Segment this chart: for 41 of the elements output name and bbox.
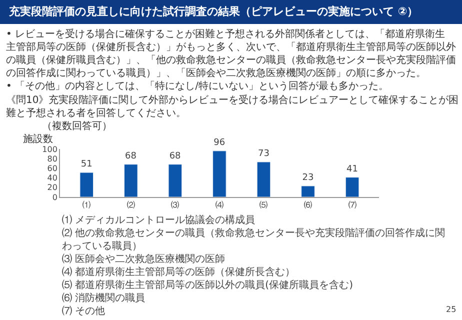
data-label: 51: [80, 160, 92, 170]
chart-title: 充実段階評価の見直しに向けた試行調査の結果（ピアレビューの実施について ②）: [8, 5, 418, 18]
x-tick-label: ⑷: [215, 200, 224, 210]
x-tick-label: ⑵: [126, 200, 135, 210]
bar: [80, 172, 94, 197]
text: 25: [446, 305, 456, 314]
x-tick-label: ⑺: [348, 200, 356, 210]
text: ⑵ 他の救命救急センターの職員（救命救急センター長や充実段階評価の回答作成に関わっている職員）: [62, 227, 446, 252]
text: ⑷ 都道府県衛生主管部局等の医師（保健所長含む）: [62, 266, 296, 278]
text: ⑴ メディカルコントロール協議会の構成員: [62, 214, 256, 226]
x-tick-label: ⑹: [304, 200, 312, 210]
bar: [212, 150, 226, 197]
y-tick-label: 0: [52, 192, 58, 202]
data-label: 41: [346, 164, 358, 174]
text: ⑺ その他: [62, 305, 106, 317]
text: （複数回答可）: [42, 120, 112, 132]
text: • レビューを受ける場合に確保することが困難と予想される外部関係者としては、「都道府県衛生主管部局等の医師（保健所長含む）」がもっと多く、次いで、「都道府県衛生主管部局等の医師以外の職員（保健所職員含む）」、「他の救命救急センターの職員（救命救急センター長や充実段階評価の回答作成に関わっている職員）」、「医師会や二次救急医療機関の医師」の順に多かった。: [6, 28, 456, 79]
bar: [168, 164, 182, 197]
text: ⑹ 消防機関の職員: [62, 292, 146, 304]
bar: [124, 164, 138, 197]
data-label: 68: [169, 151, 182, 162]
data-label: 73: [258, 148, 270, 159]
bar: [345, 177, 360, 197]
data-label: 96: [214, 138, 226, 148]
bar: [301, 186, 315, 197]
text: ⑸ 都道府県衛生主管部局等の医師以外の職員(保健所職員を含む): [62, 279, 354, 291]
text: ⑶ 医師会や二次救急医療機関の医師: [62, 253, 226, 265]
x-tick-label: ⑴: [82, 200, 91, 210]
y-tick-label: 20: [47, 183, 58, 192]
y-tick-label: 100: [42, 144, 58, 154]
y-tick-label: 40: [47, 174, 58, 183]
bar: [256, 162, 271, 197]
y-axis-title: 施設数: [23, 133, 53, 145]
x-tick-label: ⑸: [260, 200, 268, 210]
y-tick-label: 60: [47, 164, 58, 173]
y-tick-label: 80: [47, 154, 58, 164]
data-label: 68: [125, 151, 137, 162]
data-label: 23: [302, 172, 314, 183]
text: 《問10》充実段階評価に関して外部からレビューを受ける場合にレビュアーとして確保することが困難と予想される者を回答してください。: [6, 94, 459, 119]
x-tick-label: ⑶: [171, 200, 180, 210]
text: • 「その他」の内容としては、「特になし/特にいない」という回答が最も多かった。: [6, 80, 388, 92]
